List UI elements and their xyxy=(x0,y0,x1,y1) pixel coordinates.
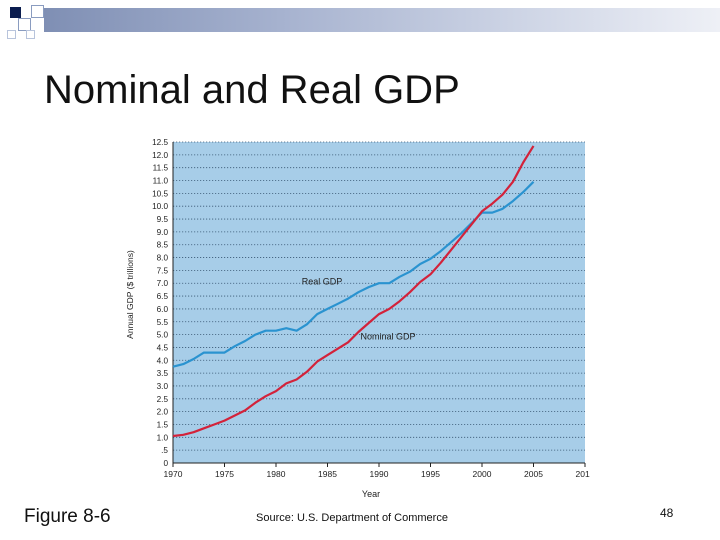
decor-square-outline-4 xyxy=(7,30,16,39)
nominal-gdp-label: Nominal GDP xyxy=(360,332,415,342)
y-tick-label: 12.0 xyxy=(152,151,168,160)
y-tick-label: 4.0 xyxy=(157,356,169,365)
decor-square-outline-1 xyxy=(18,18,31,31)
gdp-chart: 0 .5 1.0 1.5 2.0 2.5 3.0 3.5 4.0 4.5 5.0 5.5 6.0 6.5 7… xyxy=(125,138,590,499)
decor-square-outline-2 xyxy=(31,5,44,18)
decor-square-outline-3 xyxy=(26,30,35,39)
y-tick-label: 11.5 xyxy=(153,164,169,173)
y-tick-label: 5.0 xyxy=(157,331,169,340)
y-tick-label: 2.0 xyxy=(157,408,169,417)
figure-label: Figure 8-6 xyxy=(24,506,111,527)
x-tick-label: 2005 xyxy=(524,469,543,479)
x-tick-label: 1980 xyxy=(267,469,286,479)
y-tick-label: 4.5 xyxy=(157,343,169,352)
real-gdp-label: Real GDP xyxy=(302,277,343,287)
y-tick-label: 9.5 xyxy=(157,215,169,224)
y-tick-label: 0 xyxy=(163,459,168,468)
x-tick-label: 2010 xyxy=(576,469,590,479)
nominal-gdp-line xyxy=(172,145,535,438)
decor-square-large xyxy=(10,7,21,18)
y-tick-label: 7.0 xyxy=(157,279,169,288)
y-tick-label: 6.0 xyxy=(157,305,169,314)
y-tick-label: 9.0 xyxy=(157,228,169,237)
y-tick-label: 3.5 xyxy=(157,369,169,378)
y-tick-label: 8.0 xyxy=(157,254,169,263)
source-note: Source: U.S. Department of Commerce xyxy=(256,512,448,524)
y-tick-label: 10.0 xyxy=(152,202,168,211)
x-tick-label: 1975 xyxy=(215,469,234,479)
x-tick-label: 1985 xyxy=(318,469,337,479)
y-tick-label: 7.5 xyxy=(157,266,169,275)
decor-top-band xyxy=(44,8,720,32)
x-tick-label: 1995 xyxy=(421,469,440,479)
y-tick-label: .5 xyxy=(161,446,168,455)
y-tick-label: 1.0 xyxy=(157,433,169,442)
x-tick-label: 2000 xyxy=(473,469,492,479)
y-tick-label: 1.5 xyxy=(157,420,169,429)
y-tick-label: 10.5 xyxy=(152,189,168,198)
y-tick-label: 2.5 xyxy=(157,395,169,404)
y-tick-label: 3.0 xyxy=(157,382,169,391)
x-tick-label: 1990 xyxy=(370,469,389,479)
x-tick-label: 1970 xyxy=(164,469,183,479)
plot-area xyxy=(173,142,585,463)
page-number: 48 xyxy=(660,506,674,520)
y-tick-label: 12.5 xyxy=(152,138,168,147)
x-axis-label: Year xyxy=(362,489,380,499)
y-tick-label: 8.5 xyxy=(157,241,169,250)
y-tick-label: 5.5 xyxy=(157,318,169,327)
slide-title: Nominal and Real GDP xyxy=(44,68,460,112)
y-axis-label: Annual GDP ($ trillions) xyxy=(125,250,135,339)
y-tick-label: 11.0 xyxy=(153,177,169,186)
y-tick-label: 6.5 xyxy=(157,292,169,301)
